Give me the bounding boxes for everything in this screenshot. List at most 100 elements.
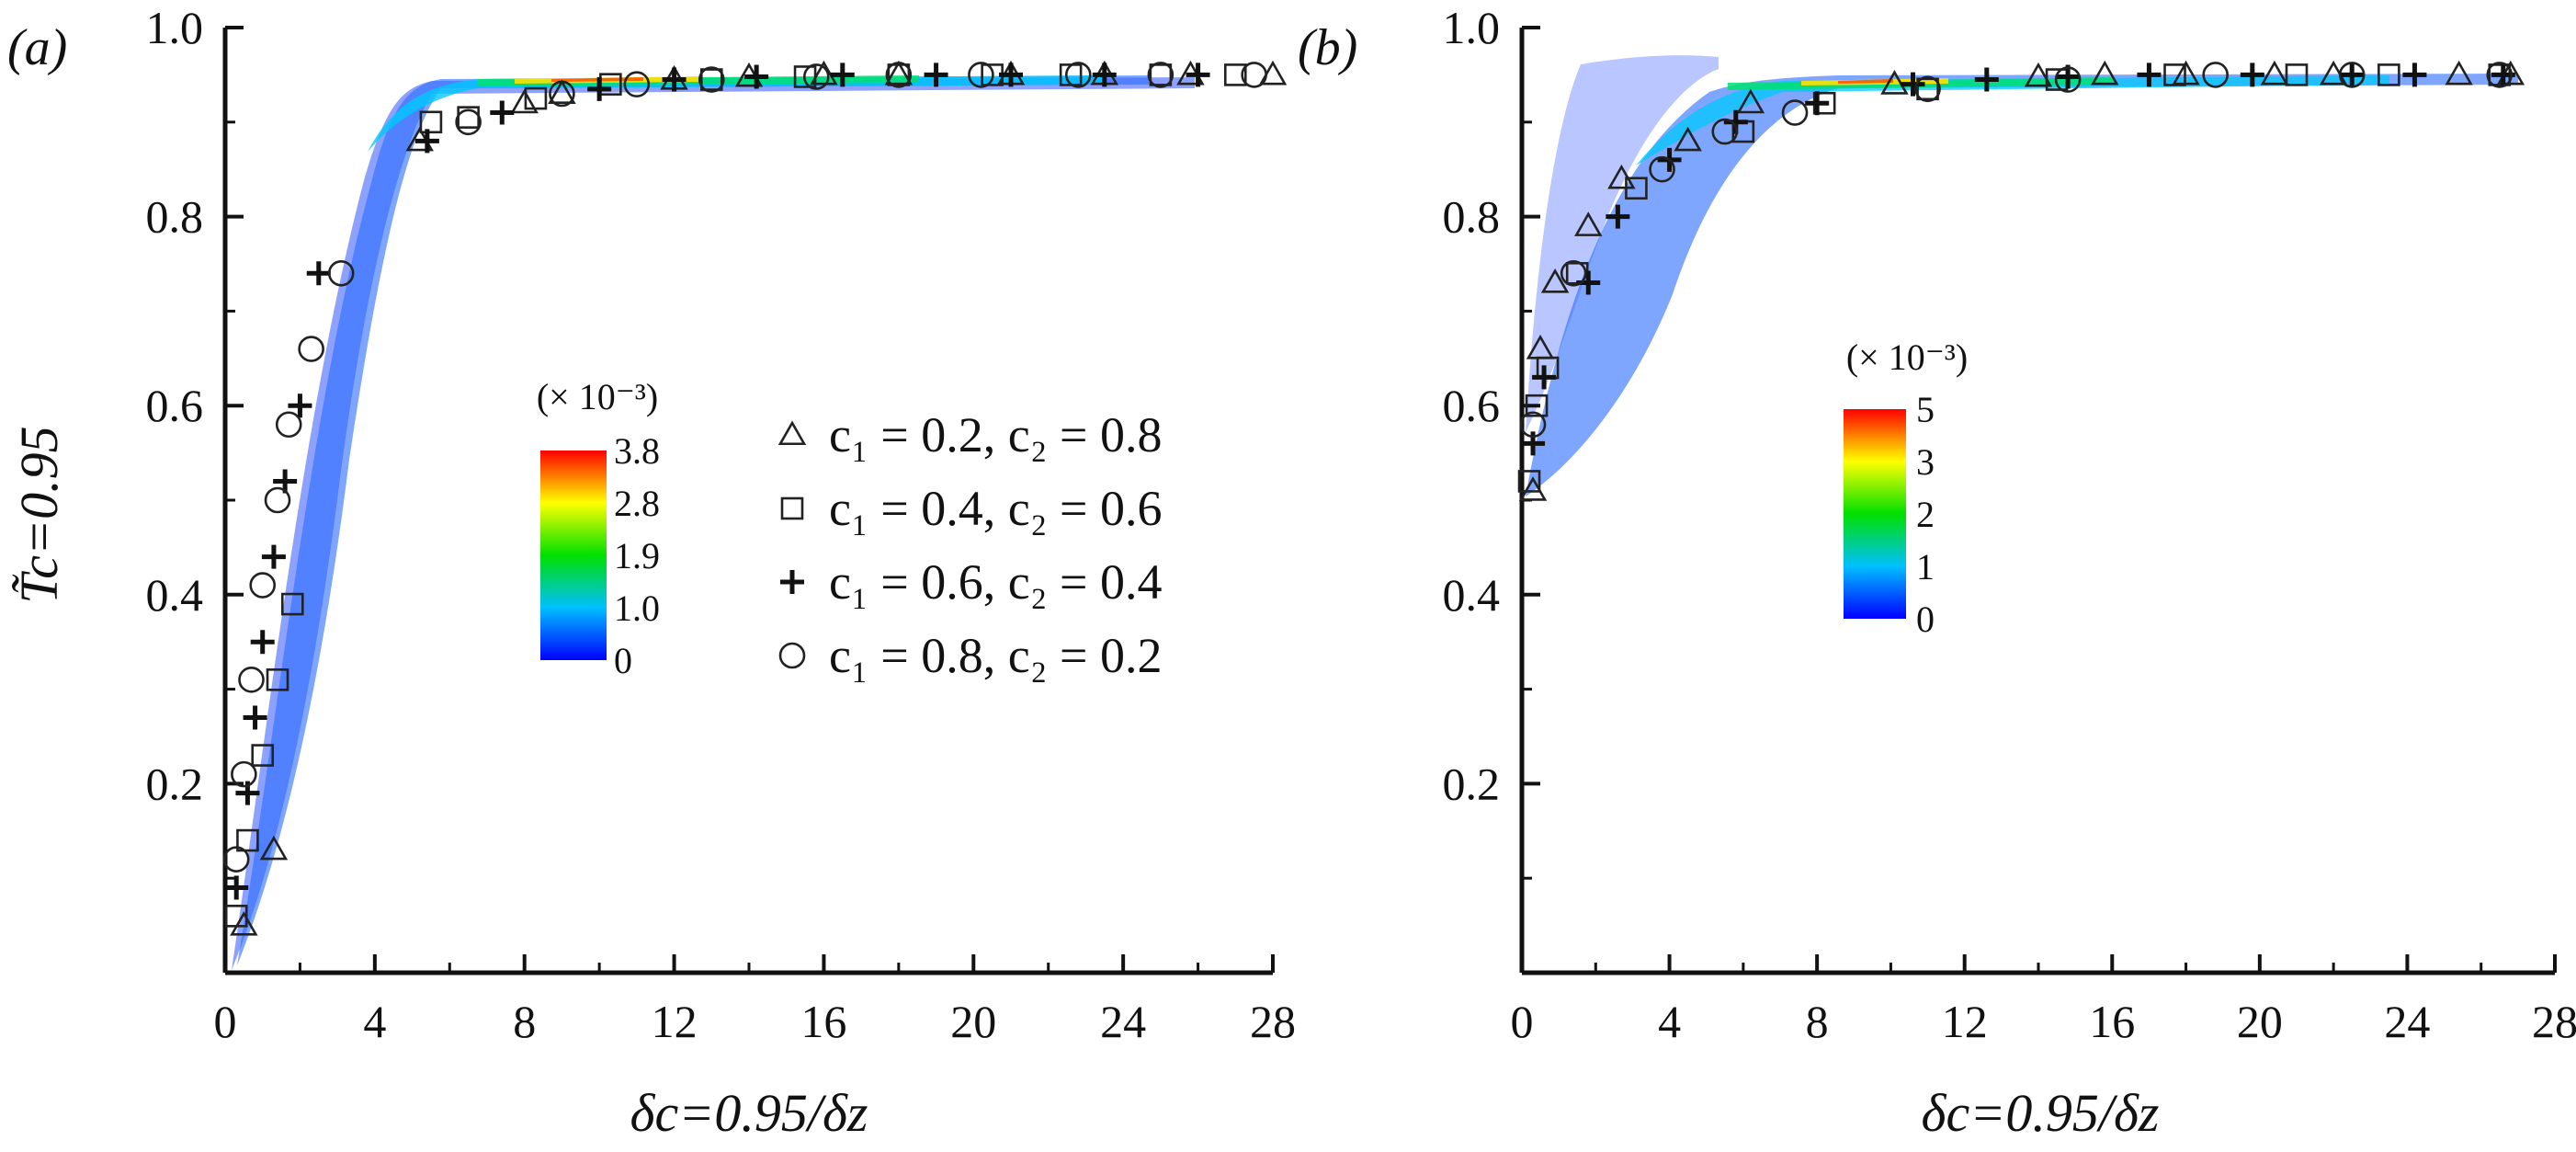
marker-triangle [1880,70,1909,95]
panel-b-y-ticks: 0.2 0.4 0.6 0.8 1.0 [1443,2,1540,880]
x-tick-label: 12 [652,996,698,1047]
marker-square [1525,394,1549,417]
y-tick-label: 0.2 [1443,758,1501,809]
marker-plus [1606,204,1630,229]
marker-square [419,110,443,134]
marker-triangle [2445,60,2473,86]
colorbar-tick-label: 0 [614,640,632,681]
marker-plus [924,63,948,87]
y-tick-label: 0.8 [146,191,204,243]
x-tick-label: 16 [800,996,846,1047]
panel-b-x-ticks: 0 4 8 12 16 20 24 28 [1511,954,2576,1047]
marker-plus [1092,63,1117,87]
marker-plus [744,64,769,89]
y-tick-label: 0.6 [1443,380,1501,431]
y-tick-label: 0.6 [146,380,204,431]
marker-circle [222,846,250,873]
x-tick-label: 4 [363,996,386,1047]
marker-square [266,668,289,691]
marker-plus [261,544,286,569]
marker-circle [549,80,575,108]
marker-circle [2054,66,2082,93]
marker-circle [802,63,830,90]
marker-square [1223,63,1247,86]
x-tick-label: 8 [1806,996,1829,1047]
marker-square [280,592,304,616]
panel-b-x-axis-title: δc=0.95/δz [1922,1083,2160,1143]
colorbar-tick-label: 3.8 [614,430,660,472]
x-tick-label: 28 [2532,996,2576,1047]
legend-marker-plus [780,570,804,594]
colorbar-tick-label: 1.0 [614,587,660,629]
marker-triangle [810,60,838,86]
marker-plus [1532,365,1557,390]
marker-circle [1519,411,1547,439]
marker-circle [231,760,257,788]
x-tick-label: 0 [214,996,237,1047]
marker-plus [830,63,855,87]
colorbar-tick-label: 3 [1916,441,1935,483]
marker-plus [490,100,515,125]
marker-square [524,86,548,110]
colorbar-tick-label: 1.9 [614,535,660,576]
marker-circle [1560,259,1587,287]
marker-circle [1064,62,1092,88]
colorbar-tick-label: 2.8 [614,483,660,524]
y-tick-label: 0.4 [1443,569,1501,621]
marker-circle [1914,75,1941,103]
x-tick-label: 24 [2384,996,2430,1047]
marker-plus [1805,91,1830,116]
marker-circle [1781,99,1809,126]
marker-plus [2340,63,2365,87]
marker-plus [250,630,275,655]
marker-circle [885,62,913,88]
legend-label: c₁ = 0.8, c₂ = 0.2 [829,628,1163,683]
panel-a-colorbar-labels: 3.8 2.8 1.9 1.0 0 [614,430,660,681]
panel-a-colorbar-title: (× 10⁻³) [537,376,658,417]
marker-triangle [2024,62,2053,87]
legend-label: c₁ = 0.6, c₂ = 0.4 [829,554,1163,610]
marker-plus [1901,72,1925,97]
y-tick-label: 0.8 [1443,191,1501,243]
marker-circle [298,336,324,362]
colorbar-tick-label: 1 [1916,546,1935,587]
panel-a-label: (a) [7,19,67,76]
marker-plus [288,394,312,418]
panel-b-label: (b) [1298,19,1357,76]
marker-square [1625,177,1648,200]
legend-marker-square [780,496,804,520]
marker-plus [2137,63,2162,87]
marker-circle [698,66,725,93]
marker-circle [275,411,302,439]
legend-marker-circle [778,642,806,669]
marker-square [2285,63,2309,86]
marker-circle [623,71,651,97]
marker-plus [662,67,687,92]
colorbar-tick-label: 2 [1916,494,1935,535]
marker-circle [238,667,265,693]
marker-circle [2338,62,2366,88]
panel-a-y-ticks: 0.2 0.4 0.6 0.8 1.0 [146,2,244,880]
marker-circle [2486,62,2514,88]
x-tick-label: 8 [513,996,536,1047]
marker-square [1517,470,1541,493]
marker-plus [414,129,439,154]
marker-circle [455,108,482,136]
marker-plus [243,705,267,730]
panel-b-density-cloud [1526,55,2518,496]
marker-plus [999,63,1023,87]
panel-a-colorbar: (× 10⁻³) 3.8 2.8 1.9 1.0 0 [537,376,660,681]
marker-triangle [2260,60,2289,86]
panel-b-colorbar-labels: 5 3 2 1 0 [1916,389,1935,640]
panel-b-colorbar-title: (× 10⁻³) [1846,336,1968,378]
marker-plus [1186,63,1210,87]
marker-circle [1711,118,1739,145]
marker-triangle [1674,126,1702,152]
marker-circle [1147,62,1175,88]
marker-triangle [230,910,258,936]
panel-a-markers [222,60,1288,936]
x-tick-label: 24 [1100,996,1146,1047]
marker-circle [264,486,291,514]
marker-triangle [1540,268,1570,293]
x-tick-label: 4 [1658,996,1681,1047]
